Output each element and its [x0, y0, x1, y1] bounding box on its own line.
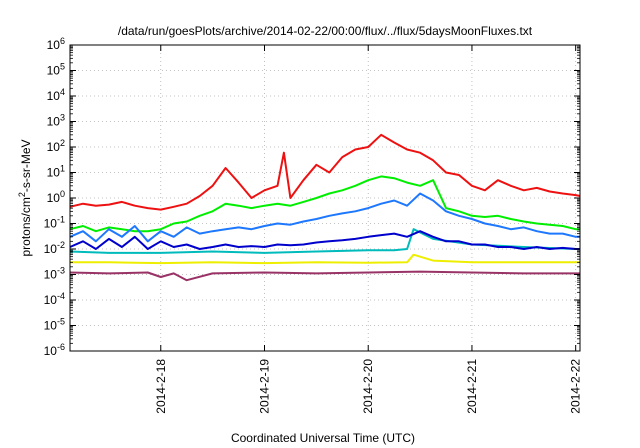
- y-tick-label-base: 10: [47, 64, 61, 78]
- ticks: 10-610-510-410-310-210-11001011021031041…: [44, 36, 583, 414]
- x-tick-label: 2014-2-21: [465, 359, 479, 414]
- y-tick-label: 101: [47, 164, 65, 180]
- x-tick-label: 2014-2-22: [569, 359, 583, 414]
- y-tick-label-exponent: 6: [60, 36, 65, 46]
- y-tick-label: 103: [47, 113, 65, 129]
- y-tick-label: 10-5: [44, 317, 65, 333]
- y-tick-label-exponent: 1: [60, 164, 65, 174]
- y-tick-label-exponent: -4: [57, 291, 65, 301]
- grid: [70, 45, 580, 351]
- y-tick-label-exponent: -1: [57, 215, 65, 225]
- series-line-3: [69, 192, 580, 243]
- y-tick-label-base: 10: [47, 191, 61, 205]
- y-tick-label: 100: [47, 189, 65, 205]
- y-tick-label-exponent: 4: [60, 87, 65, 97]
- y-tick-label-base: 10: [44, 268, 58, 282]
- y-axis-title-rest: -s-sr-MeV: [19, 139, 33, 192]
- series-line-2: [69, 175, 580, 233]
- y-tick-label: 105: [47, 62, 65, 78]
- y-tick-label: 102: [47, 138, 65, 154]
- y-tick-label: 10-1: [44, 215, 65, 231]
- y-tick-label-exponent: 0: [60, 189, 65, 199]
- y-tick-label-base: 10: [44, 217, 58, 231]
- y-tick-label: 106: [47, 36, 65, 52]
- y-axis-title-sup: 2: [17, 192, 27, 197]
- y-tick-label-exponent: 5: [60, 62, 65, 72]
- series-line-5: [69, 230, 580, 250]
- y-tick-label-base: 10: [47, 89, 61, 103]
- series-line-7: [69, 270, 580, 282]
- y-tick-label: 10-3: [44, 266, 65, 282]
- series-line-6: [70, 253, 580, 265]
- chart-title: /data/run/goesPlots/archive/2014-02-22/0…: [118, 24, 533, 38]
- y-tick-label-base: 10: [47, 115, 61, 129]
- x-tick-label: 2014-2-19: [257, 359, 271, 414]
- y-tick-label: 10-2: [44, 240, 65, 256]
- x-tick-label: 2014-2-18: [154, 359, 168, 414]
- y-tick-label: 104: [47, 87, 65, 103]
- y-tick-label-base: 10: [47, 140, 61, 154]
- y-tick-label-base: 10: [44, 344, 58, 358]
- y-tick-label-exponent: 2: [60, 138, 65, 148]
- svg-text:protons/cm2-s-sr-MeV: protons/cm2-s-sr-MeV: [17, 139, 33, 256]
- y-tick-label-base: 10: [47, 38, 61, 52]
- y-tick-label: 10-6: [44, 342, 65, 358]
- x-axis-title: Coordinated Universal Time (UTC): [231, 431, 415, 445]
- y-tick-label-base: 10: [44, 319, 58, 333]
- y-tick-label: 10-4: [44, 291, 65, 307]
- y-tick-label-exponent: 3: [60, 113, 65, 123]
- x-tick-label: 2014-2-20: [361, 359, 375, 414]
- y-tick-label-exponent: -6: [57, 342, 65, 352]
- y-tick-label-exponent: -5: [57, 317, 65, 327]
- series-layer: [69, 133, 581, 282]
- series-line-1: [69, 133, 581, 211]
- y-tick-label-exponent: -2: [57, 240, 65, 250]
- y-tick-label-base: 10: [44, 242, 58, 256]
- y-tick-label-exponent: -3: [57, 266, 65, 276]
- y-tick-label-base: 10: [44, 293, 58, 307]
- y-tick-label-base: 10: [47, 166, 61, 180]
- y-axis-title: protons/cm2-s-sr-MeV: [17, 139, 33, 256]
- y-axis-title-main: protons/cm: [19, 197, 33, 256]
